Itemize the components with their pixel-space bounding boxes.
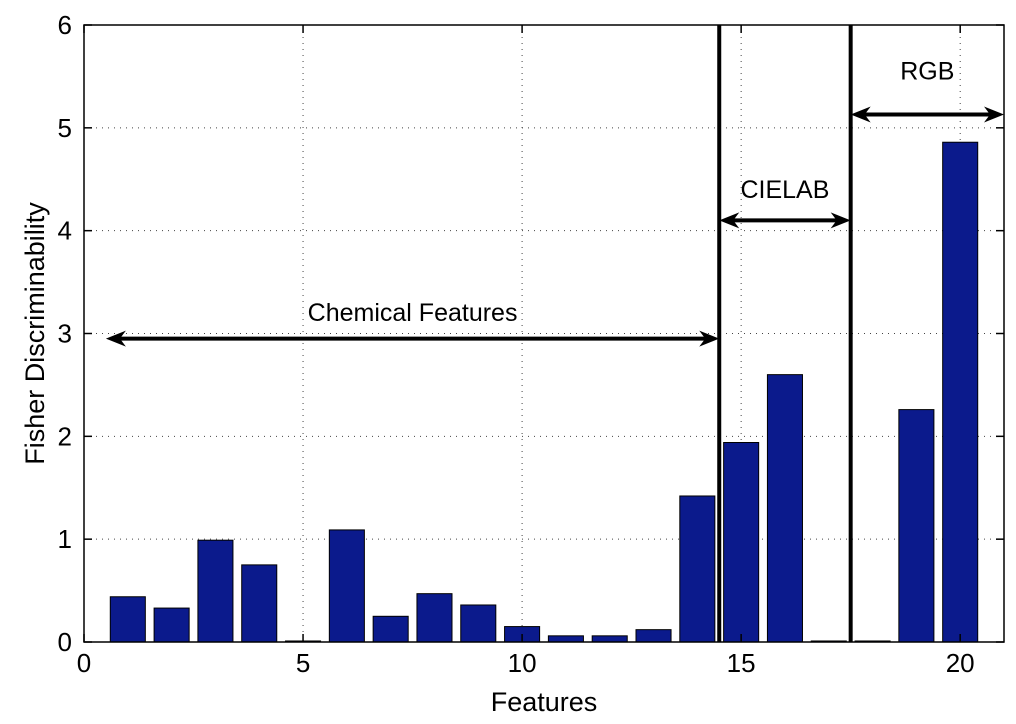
bar <box>898 409 935 643</box>
y-tick-label: 1 <box>58 524 72 554</box>
bar <box>547 635 584 643</box>
x-tick-label: 5 <box>296 648 310 678</box>
y-tick-label: 4 <box>58 216 72 246</box>
bar <box>635 629 672 643</box>
x-axis-title: Features <box>491 687 598 717</box>
arrow-head-right-icon <box>830 212 851 229</box>
arrow-head-right-icon <box>984 106 1004 123</box>
annotation-label: CIELAB <box>740 176 829 204</box>
bar <box>460 604 497 643</box>
axes-layer: 0 5 10 15 20 0 1 2 3 4 5 6 <box>58 10 1005 678</box>
x-tick-label: 10 <box>508 648 537 678</box>
bar <box>328 529 365 643</box>
arrow-head-left-icon <box>850 106 871 123</box>
y-axis-title: Fisher Discriminability <box>20 202 50 465</box>
grid-layer <box>84 25 1004 642</box>
arrow-head-right-icon <box>699 330 720 347</box>
x-tick-label: 15 <box>727 648 756 678</box>
bars-layer <box>109 141 979 643</box>
bar <box>109 596 146 643</box>
y-tick-label: 6 <box>58 10 72 40</box>
annotation-label: Chemical Features <box>308 299 518 327</box>
bar <box>416 593 453 643</box>
arrow-head-left-icon <box>105 330 126 347</box>
bar <box>591 635 628 643</box>
separator-layer <box>717 25 853 642</box>
bar <box>372 615 409 643</box>
y-tick-label: 0 <box>58 627 72 657</box>
arrow-head-left-icon <box>719 212 740 229</box>
y-tick-label: 5 <box>58 113 72 143</box>
y-tick-label: 2 <box>58 421 72 451</box>
x-tick-label: 20 <box>946 648 975 678</box>
bar <box>241 564 278 643</box>
bar <box>679 495 716 643</box>
bar <box>766 374 803 643</box>
y-tick-label: 3 <box>58 319 72 349</box>
annotation-label: RGB <box>900 58 954 86</box>
annotation-layer: Chemical Features CIELAB RGB <box>105 58 1004 347</box>
x-tick-label: 0 <box>77 648 91 678</box>
bar <box>197 539 234 643</box>
bar <box>723 442 760 643</box>
bar <box>153 607 190 643</box>
bar <box>942 141 979 643</box>
